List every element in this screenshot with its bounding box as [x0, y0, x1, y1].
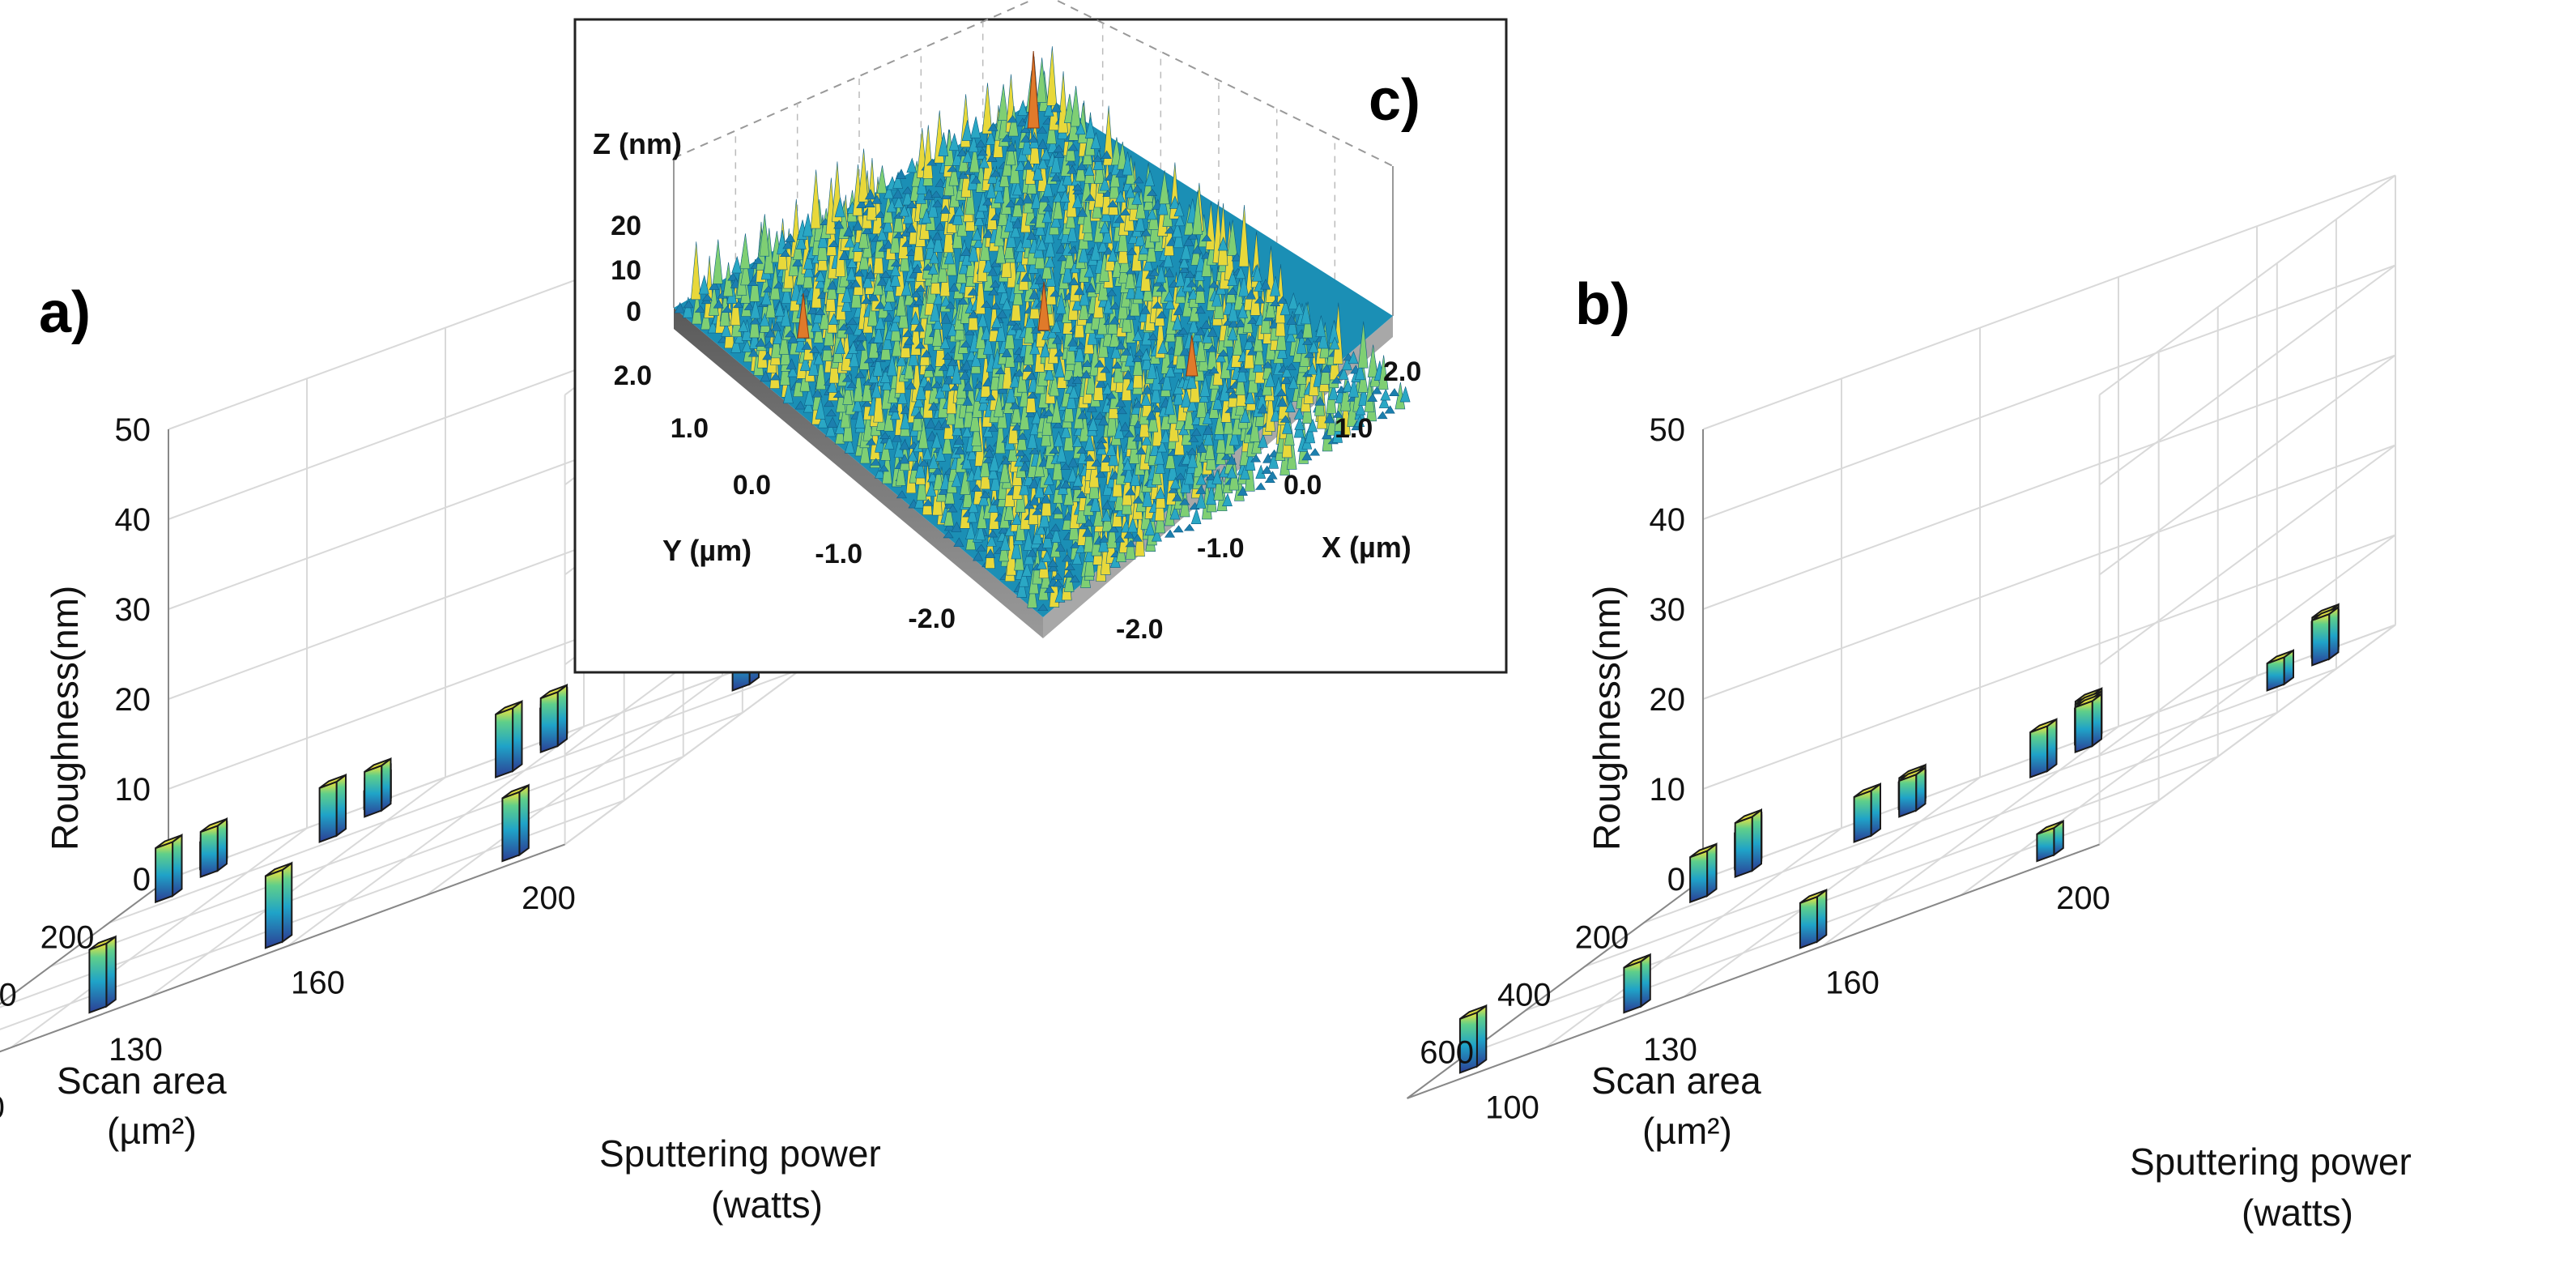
panel-a-y-tick: 200 — [40, 920, 95, 956]
panel-b-bar — [1898, 765, 1927, 818]
panel-a-bar — [199, 817, 228, 879]
panel-a-x-tick: 200 — [522, 881, 576, 916]
panel-c-y-tick: -2.0 — [908, 603, 956, 634]
panel-b-bar — [2311, 605, 2340, 667]
panel-c-y-tick: -1.0 — [815, 539, 862, 569]
panel-a-y-tick: 400 — [0, 978, 17, 1013]
panel-a-bar — [264, 861, 293, 949]
panel-b-z-tick: 10 — [1650, 772, 1686, 808]
panel-b-bar — [1734, 808, 1762, 879]
panel-a-xlabel: Sputtering power — [599, 1132, 881, 1175]
surface-plot — [674, 46, 1411, 638]
panel-c-x-tick: -1.0 — [1197, 533, 1245, 564]
panel-c-y-tick: 1.0 — [671, 413, 709, 444]
panel-a-bar — [155, 833, 183, 904]
panel-c-x-tick: 0.0 — [1284, 470, 1322, 501]
panel-c-xlabel: X (µm) — [1322, 531, 1411, 564]
panel-a-z-tick: 20 — [115, 682, 151, 718]
panel-b-y-tick: 400 — [1497, 978, 1552, 1013]
panel-c-y-tick: 2.0 — [614, 360, 652, 391]
panel-a-x-tick: 130 — [109, 1032, 163, 1068]
panel-b-bar — [1853, 782, 1881, 843]
panel-c-inset: 20100-2.0-1.00.01.02.0-2.0-1.00.01.02.0 … — [573, 0, 1508, 674]
panel-a-x-tick: 160 — [291, 966, 345, 1001]
panel-b-y-tick: 200 — [1575, 920, 1629, 956]
panel-b-bar — [1458, 1004, 1488, 1074]
panel-b-x-tick: 200 — [2056, 881, 2110, 916]
panel-b-z-tick: 30 — [1650, 592, 1686, 628]
panel-b-z-tick: 20 — [1650, 682, 1686, 718]
panel-a-zlabel: Roughness(nm) — [44, 586, 86, 851]
panel-b-xlabel: Sputtering power — [2130, 1141, 2412, 1183]
panel-c-ylabel: Y (µm) — [662, 534, 752, 567]
panel-b-grid — [1407, 174, 2396, 1099]
panel-a-z-tick: 10 — [115, 772, 151, 808]
panel-a-bar — [88, 935, 117, 1014]
panel-a-bar — [539, 683, 568, 754]
panel-a-bar — [495, 699, 523, 779]
panel-b-ylabel: Scan area — [1591, 1060, 1761, 1102]
panel-b-label: b) — [1575, 272, 1630, 337]
panel-b-bar — [1623, 953, 1651, 1014]
panel-a-bar — [318, 773, 347, 843]
panel-c-label: c) — [1369, 68, 1420, 133]
panel-b-x-tick: 160 — [1825, 966, 1880, 1001]
panel-b-ticks: 0 10 20 30 40 50 200 400 600 100 130 160 200 — [1420, 412, 2110, 1126]
panel-c-ticks: 20 10 0 -2.0 -1.0 0.0 1.0 2.0 -2.0 -1.0 0.0 1.0 2.0 — [611, 211, 1421, 645]
surface-box — [673, 0, 1394, 316]
panel-b-bar — [2029, 718, 2058, 779]
panel-c-x-tick: 2.0 — [1383, 356, 1421, 387]
panel-a-ylabel-unit: (µm²) — [107, 1110, 197, 1152]
panel-a-z-tick: 50 — [115, 412, 151, 448]
panel-a-bar — [364, 757, 392, 818]
panel-c-z-tick: 0 — [626, 296, 641, 327]
panel-b-bar — [1799, 888, 1828, 949]
panel-a-ylabel: Scan area — [57, 1060, 227, 1102]
panel-b-z-tick: 40 — [1650, 502, 1686, 538]
panel-a-z-tick: 30 — [115, 592, 151, 628]
panel-c-y-tick: 0.0 — [733, 470, 771, 501]
panel-a-bar — [501, 783, 530, 863]
panel-b-bar — [2266, 649, 2294, 692]
panel-c-z-tick: 20 — [611, 211, 641, 241]
panel-b-zlabel: Roughness(nm) — [1586, 586, 1628, 851]
panel-b-x-tick: 130 — [1643, 1032, 1697, 1068]
panel-b-z-tick: 50 — [1650, 412, 1686, 448]
panel-b-z-tick: 0 — [1667, 862, 1685, 898]
panel-b-bar — [2074, 692, 2102, 754]
panel-b-bar — [2036, 819, 2064, 863]
panel-a-x-tick: 100 — [0, 1090, 5, 1126]
panel-c-z-tick: 10 — [611, 255, 641, 286]
panel-b-ylabel-unit: (µm²) — [1642, 1110, 1732, 1152]
panel-a-z-tick: 0 — [133, 862, 151, 898]
panel-b-bar — [1689, 842, 1718, 904]
panel-c-x-tick: -2.0 — [1116, 614, 1164, 645]
panel-a-xlabel-unit: (watts) — [711, 1183, 823, 1226]
panel-b-y-tick: 600 — [1420, 1035, 1474, 1071]
panel-c-zlabel: Z (nm) — [593, 127, 682, 160]
panel-b-bars — [1458, 603, 2340, 1074]
panel-c-x-tick: 1.0 — [1335, 413, 1373, 444]
panel-a-z-tick: 40 — [115, 502, 151, 538]
panel-b-xlabel-unit: (watts) — [2242, 1192, 2353, 1234]
panel-b-chart: b) 0 10 20 30 40 50 200 400 600 100 130 160 200 Roug… — [1407, 174, 2412, 1234]
panel-b-x-tick: 100 — [1485, 1090, 1539, 1126]
panel-a-label: a) — [39, 280, 91, 345]
